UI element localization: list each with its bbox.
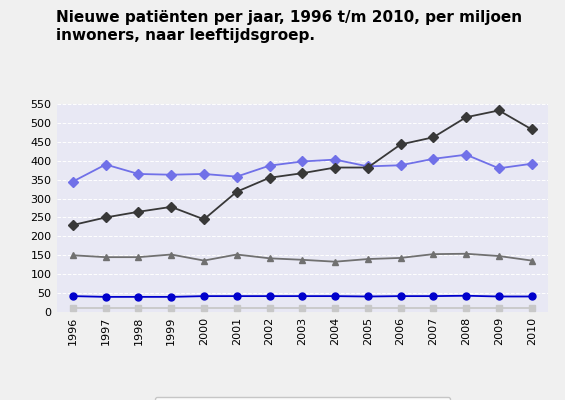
Line: 75-plus: 75-plus [69,107,535,228]
75-plus [299,171,306,176]
75-plus [430,135,437,140]
0 - 15 [299,306,306,311]
45 - 64 [102,255,109,260]
65 - 74 [102,162,109,167]
75-plus [364,165,371,170]
0 - 15 [496,306,502,311]
0 - 15 [332,306,338,311]
45 - 64 [397,256,404,260]
75-plus [233,189,240,194]
16 - 44 [430,294,437,298]
75-plus [69,223,76,228]
Legend: 0 - 15, 16 - 44, 45 - 64, 65 - 74, 75-plus: 0 - 15, 16 - 44, 45 - 64, 65 - 74, 75-pl… [155,396,450,400]
16 - 44 [168,294,175,299]
45 - 64 [528,258,535,263]
65 - 74 [299,159,306,164]
65 - 74 [201,172,207,176]
45 - 64 [496,254,502,258]
45 - 64 [168,252,175,257]
45 - 64 [233,252,240,257]
75-plus [201,217,207,222]
45 - 64 [430,252,437,256]
0 - 15 [266,306,273,311]
45 - 64 [332,259,338,264]
65 - 74 [528,161,535,166]
Line: 45 - 64: 45 - 64 [69,250,535,265]
65 - 74 [430,156,437,161]
0 - 15 [528,306,535,311]
Line: 65 - 74: 65 - 74 [69,151,535,185]
65 - 74 [168,172,175,177]
0 - 15 [168,306,175,311]
65 - 74 [266,163,273,168]
45 - 64 [299,258,306,262]
16 - 44 [201,294,207,298]
45 - 64 [201,258,207,263]
16 - 44 [69,294,76,298]
65 - 74 [233,174,240,179]
16 - 44 [299,294,306,298]
65 - 74 [135,172,142,176]
16 - 44 [332,294,338,298]
65 - 74 [463,152,470,157]
Line: 0 - 15: 0 - 15 [70,306,534,311]
16 - 44 [463,293,470,298]
45 - 64 [135,255,142,260]
65 - 74 [496,166,502,171]
75-plus [332,165,338,170]
0 - 15 [102,306,109,311]
Line: 16 - 44: 16 - 44 [69,292,535,300]
0 - 15 [364,306,371,311]
0 - 15 [233,306,240,311]
0 - 15 [430,306,437,311]
75-plus [168,204,175,209]
65 - 74 [69,179,76,184]
0 - 15 [69,306,76,311]
65 - 74 [397,163,404,168]
75-plus [528,127,535,132]
75-plus [496,108,502,113]
16 - 44 [233,294,240,298]
16 - 44 [135,294,142,299]
16 - 44 [496,294,502,299]
0 - 15 [397,306,404,311]
45 - 64 [266,256,273,261]
0 - 15 [201,306,207,311]
16 - 44 [528,294,535,299]
75-plus [463,115,470,120]
75-plus [135,209,142,214]
65 - 74 [364,164,371,169]
65 - 74 [332,157,338,162]
0 - 15 [463,306,470,311]
Text: Nieuwe patiënten per jaar, 1996 t/m 2010, per miljoen: Nieuwe patiënten per jaar, 1996 t/m 2010… [56,10,523,25]
45 - 64 [69,253,76,258]
45 - 64 [364,257,371,262]
16 - 44 [364,294,371,299]
16 - 44 [397,294,404,298]
Text: inwoners, naar leeftijdsgroep.: inwoners, naar leeftijdsgroep. [56,28,315,43]
75-plus [102,215,109,220]
16 - 44 [266,294,273,298]
75-plus [266,175,273,180]
0 - 15 [135,306,142,311]
75-plus [397,142,404,147]
16 - 44 [102,294,109,299]
45 - 64 [463,251,470,256]
